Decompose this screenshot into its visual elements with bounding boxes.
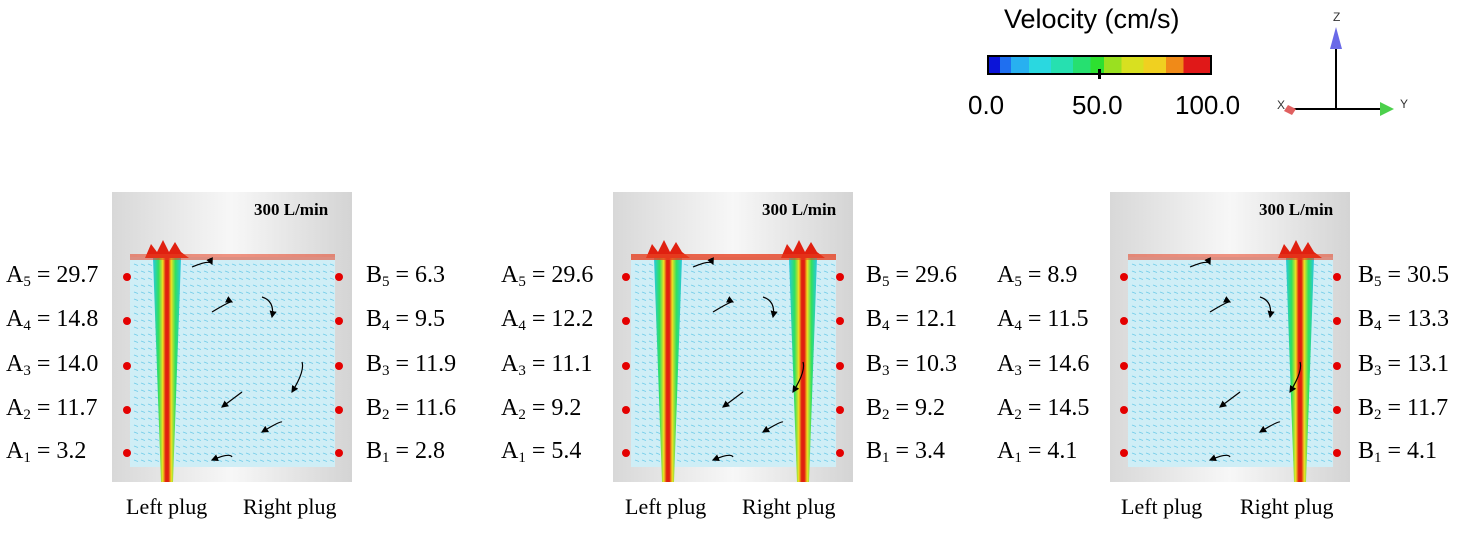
probe-a-label: A1 = 5.4 (501, 438, 582, 466)
probe-b-label: B2 = 9.2 (866, 395, 946, 423)
flow-rate-label-2: 300 L/min (762, 200, 837, 219)
probe-a-label: A5 = 29.7 (6, 262, 99, 290)
probe-a-label: A2 = 14.5 (997, 395, 1090, 423)
probe-a-dot (123, 406, 131, 414)
colorbar-max-label: 100.0 (1175, 90, 1241, 120)
probe-b-label: B5 = 29.6 (866, 262, 958, 290)
y-axis-label: Y (1400, 97, 1409, 111)
probe-b-dot (335, 406, 343, 414)
probe-a-label: A1 = 3.2 (6, 438, 87, 466)
probe-b-dot (836, 406, 844, 414)
colorbar-min-label: 0.0 (968, 90, 1005, 120)
legend-title: Velocity (cm/s) (1004, 4, 1180, 34)
probe-a-dot (1120, 406, 1128, 414)
flow-rate-label-1: 300 L/min (254, 200, 329, 219)
probe-a-dot (622, 406, 630, 414)
right-plug-label-3: Right plug (1240, 494, 1334, 519)
probe-a-label: A1 = 4.1 (997, 438, 1078, 466)
left-plug-label-3: Left plug (1121, 494, 1203, 519)
probe-b-label: B4 = 9.5 (366, 306, 446, 334)
probe-a-dot (622, 273, 630, 281)
flow-field-panel-2 (613, 192, 853, 482)
probe-b-dot (335, 273, 343, 281)
probe-b-label: B3 = 10.3 (866, 351, 958, 379)
probe-b-dot (335, 362, 343, 370)
probe-b-label: B5 = 6.3 (366, 262, 446, 290)
probe-a-label: A4 = 12.2 (501, 306, 594, 334)
probe-b-dot (836, 362, 844, 370)
flow-field-panel-3 (1110, 192, 1350, 482)
colorbar-mid-label: 50.0 (1072, 90, 1123, 120)
probe-b-label: B3 = 13.1 (1358, 351, 1450, 379)
right-plug-label-1: Right plug (243, 494, 337, 519)
probe-a-label: A3 = 14.0 (6, 351, 99, 379)
probe-a-dot (1120, 273, 1128, 281)
probe-a-dot (123, 273, 131, 281)
probe-b-label: B5 = 30.5 (1358, 262, 1450, 290)
z-axis-label: Z (1333, 10, 1341, 24)
probe-a-dot (123, 362, 131, 370)
colorbar-mid-tick (1098, 69, 1101, 79)
probe-b-dot (335, 449, 343, 457)
probe-a-dot (622, 362, 630, 370)
probe-b-label: B1 = 3.4 (866, 438, 946, 466)
probe-a-dot (622, 317, 630, 325)
probe-a-label: A5 = 8.9 (997, 262, 1078, 290)
flow-field-panel-1 (112, 192, 352, 482)
probe-b-dot (836, 449, 844, 457)
probe-a-label: A5 = 29.6 (501, 262, 594, 290)
probe-b-dot (1333, 273, 1341, 281)
probe-b-dot (1333, 449, 1341, 457)
probe-a-label: A4 = 11.5 (997, 306, 1089, 334)
probe-b-label: B2 = 11.6 (366, 395, 457, 423)
probe-b-label: B4 = 12.1 (866, 306, 958, 334)
probe-a-label: A3 = 11.1 (501, 351, 593, 379)
probe-b-label: B2 = 11.7 (1358, 395, 1449, 423)
probe-b-label: B3 = 11.9 (366, 351, 457, 379)
axes-triad-icon (1270, 5, 1420, 130)
left-plug-label-1: Left plug (126, 494, 208, 519)
probe-b-dot (836, 317, 844, 325)
probe-b-label: B1 = 4.1 (1358, 438, 1438, 466)
probe-a-dot (1120, 362, 1128, 370)
probe-b-label: B1 = 2.8 (366, 438, 446, 466)
probe-a-dot (123, 449, 131, 457)
x-axis-label: X (1277, 98, 1286, 112)
probe-a-label: A3 = 14.6 (997, 351, 1090, 379)
probe-b-dot (335, 317, 343, 325)
probe-a-label: A2 = 11.7 (6, 395, 98, 423)
probe-b-dot (1333, 362, 1341, 370)
probe-a-label: A4 = 14.8 (6, 306, 99, 334)
probe-b-dot (1333, 406, 1341, 414)
probe-a-dot (1120, 449, 1128, 457)
probe-a-dot (622, 449, 630, 457)
flow-rate-label-3: 300 L/min (1259, 200, 1334, 219)
left-plug-label-2: Left plug (625, 494, 707, 519)
probe-b-dot (1333, 317, 1341, 325)
probe-a-dot (1120, 317, 1128, 325)
probe-a-label: A2 = 9.2 (501, 395, 582, 423)
probe-b-dot (836, 273, 844, 281)
probe-a-dot (123, 317, 131, 325)
probe-b-label: B4 = 13.3 (1358, 306, 1450, 334)
right-plug-label-2: Right plug (742, 494, 836, 519)
